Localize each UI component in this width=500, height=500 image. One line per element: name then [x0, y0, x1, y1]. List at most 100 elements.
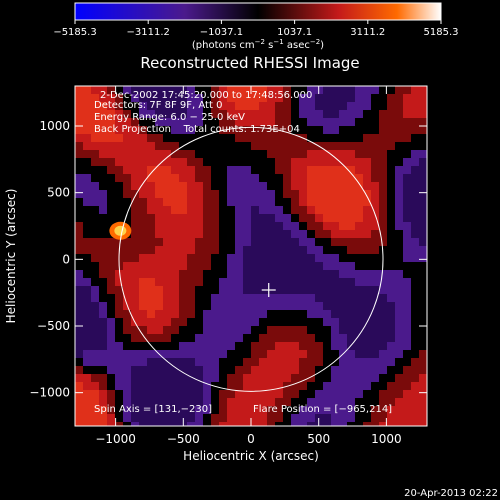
- heatmap-cell: [115, 94, 123, 102]
- heatmap-cell: [251, 126, 259, 134]
- heatmap-cell: [379, 334, 387, 342]
- heatmap-cell: [347, 294, 355, 302]
- y-tick-label: −500: [37, 319, 70, 333]
- heatmap-cell: [283, 222, 291, 230]
- heatmap-cell: [267, 310, 275, 318]
- heatmap-cell: [355, 334, 363, 342]
- heatmap-cell: [219, 294, 227, 302]
- heatmap-cell: [299, 422, 307, 426]
- heatmap-cell: [243, 262, 251, 270]
- heatmap-cell: [419, 398, 427, 406]
- flare-position-label: Flare Position = [−965,214]: [253, 404, 392, 415]
- heatmap-cell: [331, 270, 339, 278]
- heatmap-cell: [171, 254, 179, 262]
- heatmap-cell: [363, 350, 371, 358]
- heatmap-cell: [363, 414, 371, 422]
- heatmap-cell: [115, 198, 123, 206]
- heatmap-cell: [259, 254, 267, 262]
- heatmap-cell: [355, 398, 363, 406]
- heatmap-cell: [395, 166, 403, 174]
- heatmap-cell: [323, 254, 331, 262]
- heatmap-cell: [315, 374, 323, 382]
- heatmap-cell: [227, 302, 235, 310]
- heatmap-cell: [147, 142, 155, 150]
- heatmap-cell: [179, 222, 187, 230]
- heatmap-cell: [347, 214, 355, 222]
- heatmap-cell: [219, 286, 227, 294]
- heatmap-cell: [419, 286, 427, 294]
- heatmap-cell: [171, 334, 179, 342]
- heatmap-cell: [323, 318, 331, 326]
- heatmap-cell: [91, 126, 99, 134]
- heatmap-cell: [379, 302, 387, 310]
- heatmap-cell: [171, 142, 179, 150]
- heatmap-cell: [115, 422, 123, 426]
- heatmap-cell: [203, 366, 211, 374]
- heatmap-cell: [75, 230, 83, 238]
- heatmap-cell: [323, 270, 331, 278]
- heatmap-cell: [195, 286, 203, 294]
- heatmap-cell: [379, 422, 387, 426]
- heatmap-cell: [139, 102, 147, 110]
- heatmap-cell: [171, 286, 179, 294]
- heatmap-cell: [179, 366, 187, 374]
- heatmap-cell: [275, 302, 283, 310]
- heatmap-cell: [299, 94, 307, 102]
- heatmap-cell: [163, 142, 171, 150]
- heatmap-cell: [403, 206, 411, 214]
- heatmap-cell: [115, 102, 123, 110]
- heatmap-cell: [331, 278, 339, 286]
- heatmap-cell: [243, 174, 251, 182]
- heatmap-cell: [187, 350, 195, 358]
- heatmap-cell: [211, 118, 219, 126]
- heatmap-cell: [155, 422, 163, 426]
- heatmap-cell: [211, 86, 219, 94]
- heatmap-cell: [411, 110, 419, 118]
- heatmap-cell: [83, 350, 91, 358]
- heatmap-cell: [243, 150, 251, 158]
- heatmap-cell: [91, 94, 99, 102]
- heatmap-cell: [387, 94, 395, 102]
- heatmap-cell: [131, 246, 139, 254]
- heatmap-cell: [139, 86, 147, 94]
- heatmap-cell: [411, 270, 419, 278]
- heatmap-cell: [395, 110, 403, 118]
- heatmap-cell: [387, 366, 395, 374]
- heatmap-cell: [235, 286, 243, 294]
- heatmap-cell: [203, 94, 211, 102]
- heatmap-cell: [91, 310, 99, 318]
- heatmap-cell: [227, 358, 235, 366]
- heatmap-cell: [75, 302, 83, 310]
- heatmap-cell: [219, 214, 227, 222]
- heatmap-cell: [267, 334, 275, 342]
- heatmap-cell: [91, 230, 99, 238]
- heatmap-cell: [283, 118, 291, 126]
- heatmap-cell: [179, 214, 187, 222]
- heatmap-cell: [147, 166, 155, 174]
- heatmap-cell: [75, 286, 83, 294]
- colorbar-tick-label: 1037.1: [277, 27, 312, 38]
- heatmap-cell: [395, 422, 403, 426]
- heatmap-cell: [411, 390, 419, 398]
- heatmap-cell: [187, 422, 195, 426]
- heatmap-cell: [291, 278, 299, 286]
- heatmap-cell: [315, 198, 323, 206]
- heatmap-cell: [171, 414, 179, 422]
- heatmap-cell: [275, 406, 283, 414]
- heatmap-cell: [235, 198, 243, 206]
- heatmap-cell: [363, 278, 371, 286]
- heatmap-cell: [163, 94, 171, 102]
- heatmap-cell: [379, 118, 387, 126]
- heatmap-cell: [139, 94, 147, 102]
- heatmap-cell: [347, 86, 355, 94]
- heatmap-cell: [91, 246, 99, 254]
- heatmap-cell: [75, 166, 83, 174]
- heatmap-cell: [291, 166, 299, 174]
- heatmap-cell: [163, 366, 171, 374]
- heatmap-cell: [235, 190, 243, 198]
- heatmap-cell: [411, 254, 419, 262]
- heatmap-cell: [259, 414, 267, 422]
- heatmap-cell: [371, 118, 379, 126]
- heatmap-cell: [339, 142, 347, 150]
- heatmap-cell: [91, 422, 99, 426]
